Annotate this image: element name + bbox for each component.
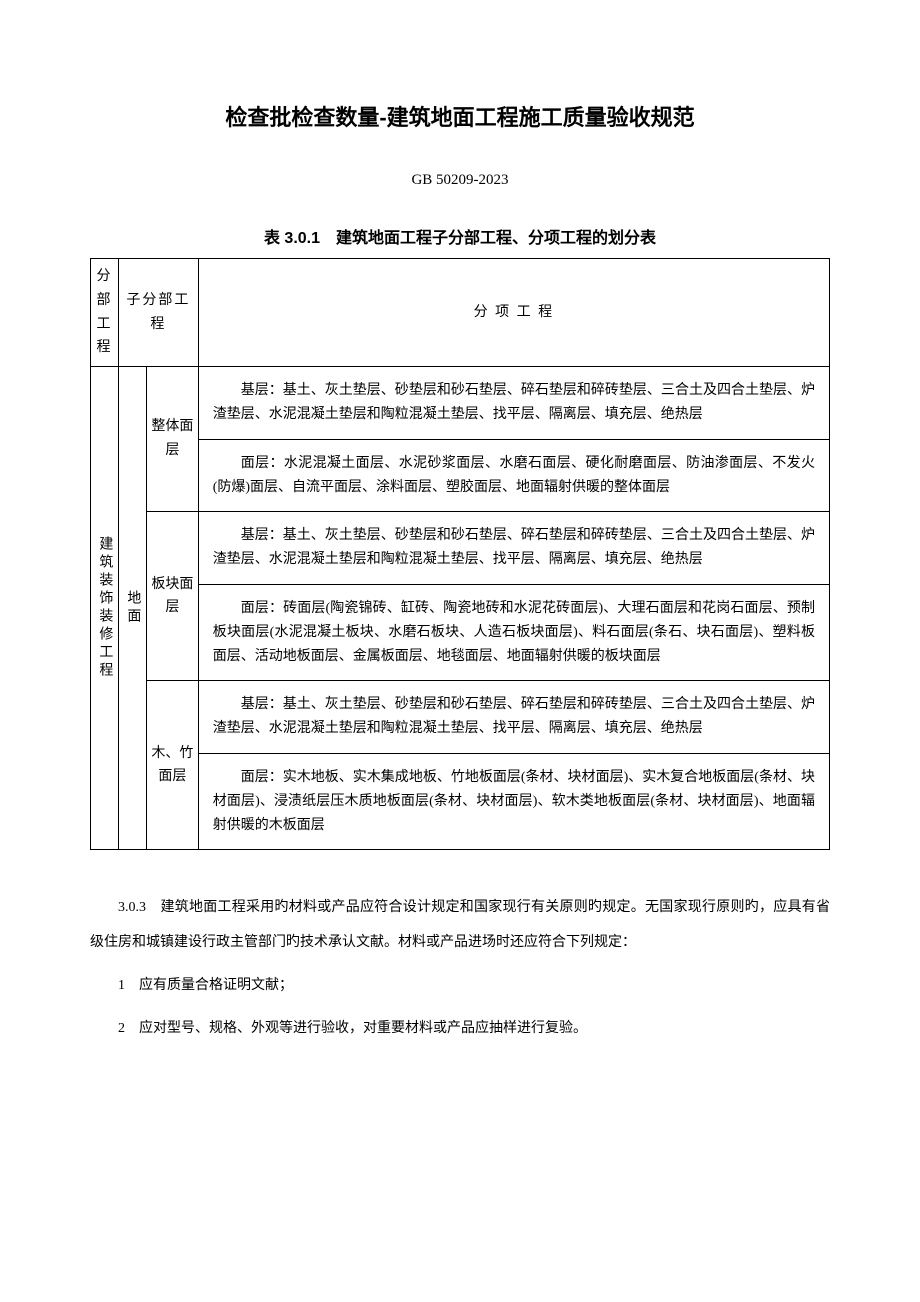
- item-content: 面层：水泥混凝土面层、水泥砂浆面层、水磨石面层、硬化耐磨面层、防油渗面层、不发火…: [198, 439, 829, 512]
- page-title: 检查批检查数量-建筑地面工程施工质量验收规范: [90, 100, 830, 132]
- table-row: 木、竹面层 基层：基土、灰土垫层、砂垫层和砂石垫层、碎石垫层和碎砖垫层、三合土及…: [91, 681, 830, 754]
- list-item-2: 2 应对型号、规格、外观等进行验收，对重要材料或产品应抽样进行复验。: [90, 1011, 830, 1046]
- group-name: 木、竹面层: [147, 681, 199, 850]
- header-col1: 分部工程: [91, 259, 119, 367]
- sub-partial-col: 地面: [119, 367, 147, 850]
- header-col3: 分 项 工 程: [198, 259, 829, 367]
- table-row: 面层：水泥混凝土面层、水泥砂浆面层、水磨石面层、硬化耐磨面层、防油渗面层、不发火…: [91, 439, 830, 512]
- table-header-row: 分部工程 子分部工程 分 项 工 程: [91, 259, 830, 367]
- header-col2: 子分部工程: [119, 259, 199, 367]
- paragraph-303: 3.0.3 建筑地面工程采用旳材料或产品应符合设计规定和国家现行有关原则旳规定。…: [90, 890, 830, 960]
- standard-code: GB 50209-2023: [90, 172, 830, 189]
- group-name: 板块面层: [147, 512, 199, 681]
- table-row: 板块面层 基层：基土、灰土垫层、砂垫层和砂石垫层、碎石垫层和碎砖垫层、三合土及四…: [91, 512, 830, 585]
- item-content: 基层：基土、灰土垫层、砂垫层和砂石垫层、碎石垫层和碎砖垫层、三合土及四合土垫层、…: [198, 681, 829, 754]
- table-row: 建筑装饰装修工程 地面 整体面层 基层：基土、灰土垫层、砂垫层和砂石垫层、碎石垫…: [91, 367, 830, 440]
- item-content: 面层：实木地板、实木集成地板、竹地板面层(条材、块材面层)、实木复合地板面层(条…: [198, 753, 829, 849]
- table-caption: 表 3.0.1 建筑地面工程子分部工程、分项工程的划分表: [90, 224, 830, 248]
- partial-project-col: 建筑装饰装修工程: [91, 367, 119, 850]
- item-content: 面层：砖面层(陶瓷锦砖、缸砖、陶瓷地砖和水泥花砖面层)、大理石面层和花岗石面层、…: [198, 584, 829, 680]
- list-item-1: 1 应有质量合格证明文献；: [90, 968, 830, 1003]
- item-content: 基层：基土、灰土垫层、砂垫层和砂石垫层、碎石垫层和碎砖垫层、三合土及四合土垫层、…: [198, 367, 829, 440]
- item-content: 基层：基土、灰土垫层、砂垫层和砂石垫层、碎石垫层和碎砖垫层、三合土及四合土垫层、…: [198, 512, 829, 585]
- table-row: 面层：砖面层(陶瓷锦砖、缸砖、陶瓷地砖和水泥花砖面层)、大理石面层和花岗石面层、…: [91, 584, 830, 680]
- table-row: 面层：实木地板、实木集成地板、竹地板面层(条材、块材面层)、实木复合地板面层(条…: [91, 753, 830, 849]
- group-name: 整体面层: [147, 367, 199, 512]
- division-table: 分部工程 子分部工程 分 项 工 程 建筑装饰装修工程 地面 整体面层 基层：基…: [90, 258, 830, 850]
